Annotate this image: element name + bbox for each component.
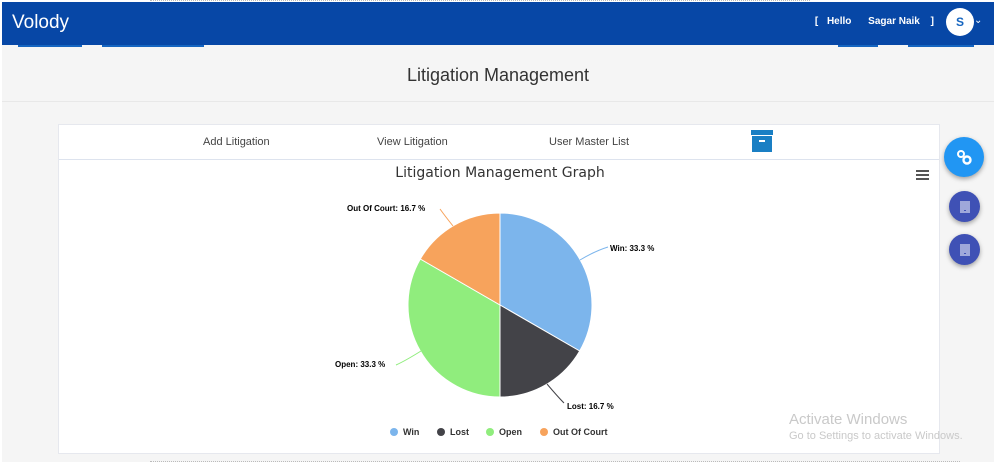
- page-title: Litigation Management: [2, 47, 994, 102]
- nav-indicator: [908, 45, 974, 47]
- avatar[interactable]: S: [946, 8, 974, 36]
- legend-item-lost[interactable]: Lost: [450, 427, 469, 437]
- chevron-down-icon[interactable]: ⌄: [974, 15, 983, 26]
- user-master-list-link[interactable]: User Master List: [549, 136, 630, 148]
- chart-legend: Win Lost Open Out Of Court: [390, 427, 608, 437]
- connector: [546, 383, 565, 404]
- activate-windows-subtitle: Go to Settings to activate Windows.: [789, 430, 963, 442]
- pie-chart: Litigation Management Graph Win: 33.3 % …: [335, 165, 654, 437]
- nav-indicator: [102, 45, 204, 47]
- document-fab-2[interactable]: [949, 234, 980, 265]
- litigation-nav: Add Litigation View Litigation User Mast…: [59, 125, 939, 160]
- legend-marker: [390, 428, 398, 436]
- legend-marker: [437, 428, 445, 436]
- user-name: Sagar Naik: [868, 16, 920, 27]
- litigation-card: Add Litigation View Litigation User Mast…: [58, 124, 940, 454]
- greeting-text: Hello: [826, 16, 852, 27]
- data-label-win: Win: 33.3 %: [610, 244, 654, 253]
- legend-marker: [540, 428, 548, 436]
- legend-item-open[interactable]: Open: [499, 427, 522, 437]
- legend-item-win[interactable]: Win: [403, 427, 419, 437]
- brand-logo[interactable]: Volody: [12, 12, 70, 33]
- data-label-out-of-court: Out Of Court: 16.7 %: [347, 204, 425, 213]
- connector: [579, 246, 609, 261]
- legend-item-out-of-court[interactable]: Out Of Court: [553, 427, 608, 437]
- gears-icon: [957, 150, 972, 165]
- tablet-icon: [959, 200, 970, 213]
- document-fab-1[interactable]: [949, 191, 980, 222]
- nav-indicator: [838, 45, 878, 47]
- dotted-border: [150, 461, 960, 462]
- pie-slice-out-of-court[interactable]: [419, 212, 501, 306]
- user-greeting: [ Hello Sagar Naik ]: [814, 16, 934, 27]
- top-navbar: Volody [ Hello Sagar Naik ] S ⌄: [2, 2, 994, 47]
- chart-menu-icon[interactable]: [916, 170, 929, 182]
- pie-slice-lost[interactable]: [499, 304, 581, 398]
- connector: [395, 350, 422, 366]
- chart-title: Litigation Management Graph: [395, 165, 604, 181]
- nav-indicator: [18, 45, 82, 47]
- pie-slice-win[interactable]: [499, 212, 593, 352]
- view-litigation-link[interactable]: View Litigation: [377, 136, 448, 148]
- legend-marker: [486, 428, 494, 436]
- dotted-border: [150, 0, 810, 1]
- connector: [439, 208, 454, 227]
- activate-windows-title: Activate Windows: [789, 411, 908, 428]
- tablet-icon: [959, 243, 970, 256]
- archive-icon[interactable]: [751, 130, 773, 152]
- data-label-lost: Lost: 16.7 %: [567, 402, 614, 411]
- app-frame: Volody [ Hello Sagar Naik ] S ⌄ Litigati…: [2, 2, 994, 462]
- add-litigation-link[interactable]: Add Litigation: [203, 136, 270, 148]
- settings-fab[interactable]: [944, 137, 984, 177]
- data-label-open: Open: 33.3 %: [335, 360, 385, 369]
